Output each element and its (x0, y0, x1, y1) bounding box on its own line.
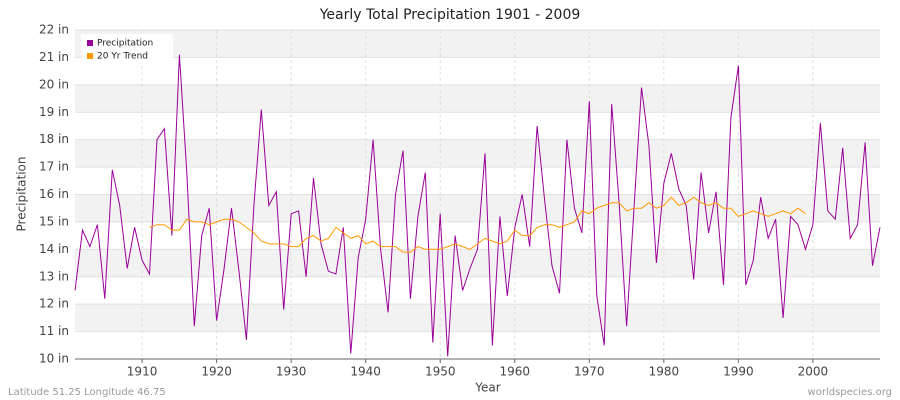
y-tick-label: 15 in (39, 214, 69, 228)
y-tick-label: 20 in (39, 77, 69, 91)
series-line (74, 54, 881, 357)
x-tick-label: 1940 (350, 365, 381, 379)
series-line (149, 196, 806, 253)
legend-box (81, 34, 173, 66)
x-tick-label: 1910 (127, 365, 158, 379)
x-tick-label: 1970 (574, 365, 605, 379)
x-tick-label: 1950 (425, 365, 456, 379)
grid-band (75, 304, 880, 332)
x-tick-label: 1960 (499, 365, 530, 379)
grid-band (75, 30, 880, 58)
y-tick-label: 18 in (39, 132, 69, 146)
x-axis-label: Year (474, 381, 500, 395)
y-axis-label: Precipitation (15, 156, 29, 231)
x-tick-label: 2000 (798, 365, 829, 379)
legend-label: Precipitation (97, 39, 153, 49)
y-tick-label: 14 in (39, 242, 69, 256)
x-tick-label: 1990 (723, 365, 754, 379)
y-tick-label: 10 in (39, 352, 69, 366)
y-tick-label: 16 in (39, 187, 69, 201)
y-tick-label: 17 in (39, 160, 69, 174)
grid-band (75, 84, 880, 113)
x-tick-label: 1980 (649, 365, 680, 379)
y-tick-label: 13 in (39, 269, 69, 283)
legend-label: 20 Yr Trend (97, 52, 148, 62)
legend-swatch (87, 53, 93, 59)
grid-band (75, 139, 880, 168)
grid-band (75, 249, 880, 277)
footer-left: Latitude 51.25 Longitude 46.75 (8, 387, 166, 398)
y-tick-label: 19 in (39, 105, 69, 119)
legend-swatch (87, 40, 93, 46)
chart-title: Yearly Total Precipitation 1901 - 2009 (319, 7, 581, 23)
x-tick-label: 1920 (201, 365, 232, 379)
y-tick-label: 12 in (39, 297, 69, 311)
y-tick-label: 11 in (39, 324, 69, 338)
y-tick-label: 22 in (39, 23, 69, 37)
footer-right: worldspecies.org (808, 387, 892, 398)
y-tick-label: 21 in (39, 50, 69, 64)
x-tick-label: 1930 (276, 365, 307, 379)
